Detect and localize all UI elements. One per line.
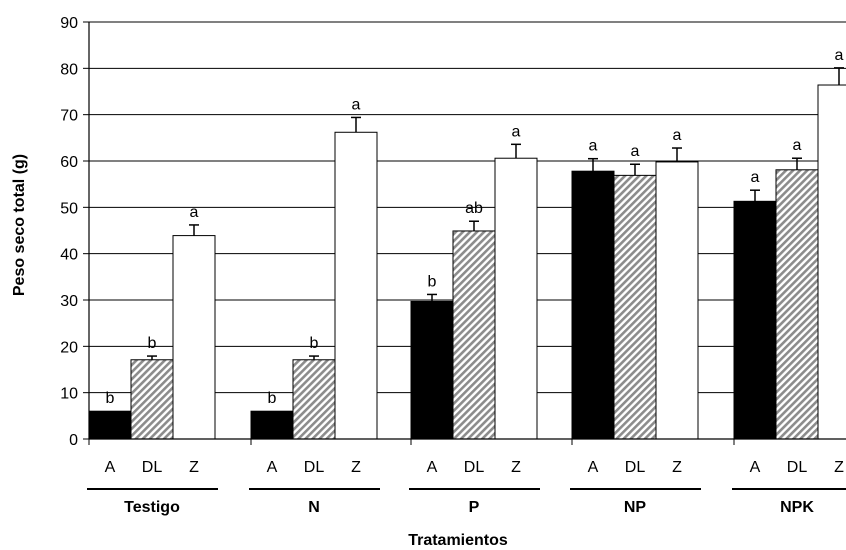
significance-label: b xyxy=(428,273,437,290)
bar-dl xyxy=(130,359,174,440)
x-axis-title: Tratamientos xyxy=(408,532,508,549)
x-subcategory-label: Z xyxy=(672,459,682,476)
bar-a xyxy=(88,410,132,440)
bar-dl xyxy=(292,359,336,440)
x-subcategory-label: DL xyxy=(625,459,646,476)
labels: 0 10 20 30 40 50 60 70 80 90 b Ab Ab Aa Aa Ab DL b DL ab DL a… xyxy=(60,15,844,516)
x-subcategory-label: A xyxy=(267,459,278,476)
x-subcategory-label: A xyxy=(105,459,116,476)
y-tick-label: 0 xyxy=(69,432,78,449)
y-tick-label: 40 xyxy=(60,247,78,264)
x-subcategory-label: Z xyxy=(351,459,361,476)
y-tick-label: 30 xyxy=(60,293,78,310)
group-label: NPK xyxy=(780,499,814,516)
x-subcategory-label: Z xyxy=(834,459,844,476)
bar-z xyxy=(172,235,216,440)
significance-label: b xyxy=(148,335,157,352)
significance-label: a xyxy=(835,47,844,64)
bar-z xyxy=(494,157,538,440)
y-tick-label: 10 xyxy=(60,386,78,403)
bar-a xyxy=(733,200,777,440)
axes xyxy=(83,21,846,490)
significance-label: ab xyxy=(465,200,483,217)
significance-label: a xyxy=(512,123,521,140)
x-subcategory-label: A xyxy=(588,459,599,476)
bar-dl xyxy=(613,174,657,440)
y-tick-label: 70 xyxy=(60,108,78,125)
group-label: P xyxy=(469,499,480,516)
x-subcategory-label: DL xyxy=(787,459,808,476)
y-tick-label: 20 xyxy=(60,339,78,356)
significance-label: a xyxy=(751,169,760,186)
bar-z xyxy=(334,131,378,440)
x-subcategory-label: DL xyxy=(464,459,485,476)
bar-a xyxy=(571,170,615,440)
y-tick-label: 80 xyxy=(60,61,78,78)
bar-dl xyxy=(452,230,496,440)
y-tick-label: 60 xyxy=(60,154,78,171)
x-subcategory-label: A xyxy=(750,459,761,476)
y-tick-label: 90 xyxy=(60,15,78,32)
significance-label: a xyxy=(673,127,682,144)
group-label: N xyxy=(308,499,320,516)
bars xyxy=(88,67,846,440)
y-tick-label: 50 xyxy=(60,200,78,217)
x-subcategory-label: A xyxy=(427,459,438,476)
x-subcategory-label: DL xyxy=(142,459,163,476)
significance-label: b xyxy=(310,335,319,352)
bar-z xyxy=(817,84,846,440)
x-subcategory-label: Z xyxy=(511,459,521,476)
y-axis-title: Peso seco total (g) xyxy=(11,154,28,296)
significance-label: b xyxy=(106,390,115,407)
significance-label: a xyxy=(589,138,598,155)
bar-dl xyxy=(775,169,819,440)
x-subcategory-label: DL xyxy=(304,459,325,476)
bar-a xyxy=(410,300,454,440)
bar-z xyxy=(655,161,699,440)
significance-label: b xyxy=(268,390,277,407)
x-subcategory-label: Z xyxy=(189,459,199,476)
group-label: Testigo xyxy=(124,499,180,516)
bar-a xyxy=(250,410,294,440)
significance-label: a xyxy=(190,204,199,221)
significance-label: a xyxy=(631,143,640,160)
significance-label: a xyxy=(793,137,802,154)
significance-label: a xyxy=(352,96,361,113)
group-label: NP xyxy=(624,499,647,516)
